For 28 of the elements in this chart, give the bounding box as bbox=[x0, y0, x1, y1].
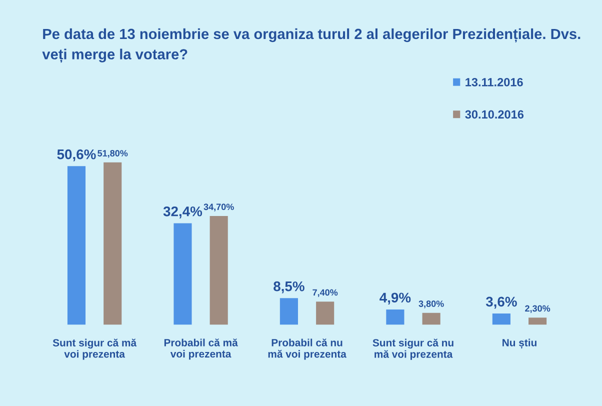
data-label: 8,5% bbox=[274, 281, 304, 294]
x-tick-label: Sunt sigur că mă voi prezenta bbox=[52, 338, 137, 360]
data-label: 7,40% bbox=[312, 289, 338, 297]
bar bbox=[280, 298, 298, 325]
x-tick-label: Probabil că mă voi prezenta bbox=[164, 338, 238, 360]
bar bbox=[316, 302, 334, 325]
legend-label: 13.11.2016 bbox=[466, 78, 523, 86]
data-label: 51,80% bbox=[98, 150, 128, 158]
data-label: 32,4% bbox=[163, 206, 202, 218]
legend-label: 30.10.2016 bbox=[465, 110, 524, 119]
bar bbox=[104, 162, 122, 325]
data-label: 2,30% bbox=[525, 305, 550, 313]
data-label: 3,6% bbox=[486, 296, 517, 309]
bar bbox=[67, 166, 86, 325]
x-tick-label: Probabil că nu mă voi prezenta bbox=[268, 338, 346, 360]
x-tick-label: Sunt sigur că nu mă voi prezenta bbox=[372, 338, 454, 360]
bar bbox=[210, 216, 228, 325]
bar bbox=[386, 309, 404, 325]
chart-title: Pe data de 13 noiembrie se va organiza turul 2 al alegerilor Prezidențiale. Dvs. veți merge la votare? bbox=[42, 28, 580, 63]
bar bbox=[528, 318, 547, 325]
data-label: 50,6% bbox=[57, 149, 96, 162]
bar bbox=[174, 223, 192, 325]
data-label: 34,70% bbox=[204, 204, 234, 212]
data-label: 3,80% bbox=[418, 300, 444, 308]
data-label: 4,9% bbox=[380, 292, 411, 305]
bar bbox=[492, 314, 510, 325]
bar bbox=[422, 312, 440, 325]
x-tick-label: Nu știu bbox=[502, 338, 536, 349]
